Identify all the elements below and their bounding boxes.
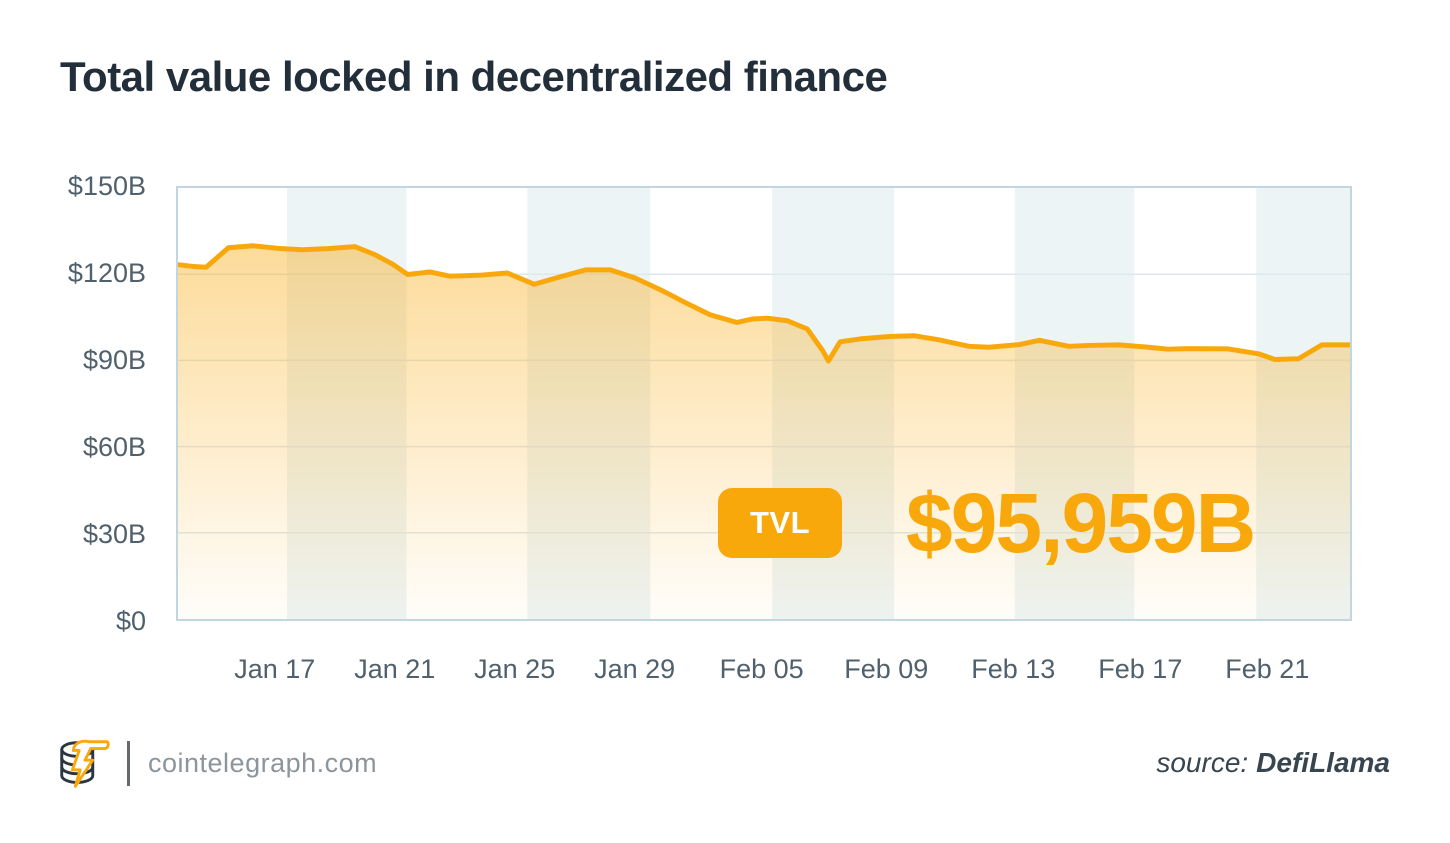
- x-tick-label: Feb 13: [971, 654, 1056, 684]
- lightning-bolt-icon: [70, 739, 110, 788]
- tvl-tooltip: TVL $95,959B: [718, 476, 1256, 570]
- footer-divider: [127, 741, 130, 786]
- x-axis: Jan 17 Jan 21 Jan 25 Jan 29 Feb 05 Feb 09 Feb …: [176, 652, 1352, 692]
- cointelegraph-logo-icon: [60, 739, 110, 788]
- tvl-line: [178, 243, 1350, 364]
- x-tick-label: Feb 09: [844, 654, 929, 684]
- x-tick-label: Jan 29: [594, 654, 676, 684]
- y-axis: $150B $120B $90B $60B $30B $0: [0, 171, 150, 636]
- y-tick-label: $0: [115, 606, 146, 636]
- source-credit: source: DefiLlama: [1156, 747, 1390, 779]
- x-tick-label: Jan 25: [474, 654, 556, 684]
- x-tick-label: Feb 05: [719, 654, 804, 684]
- y-tick-label: $30B: [82, 519, 146, 549]
- page-title: Total value locked in decentralized fina…: [60, 53, 888, 100]
- area-chart-svg: [178, 188, 1350, 619]
- y-tick-label: $90B: [82, 345, 146, 375]
- source-name: DefiLlama: [1256, 747, 1390, 778]
- tvl-value: $95,959B: [906, 476, 1256, 570]
- x-tick-label: Jan 17: [234, 654, 316, 684]
- footer: cointelegraph.com source: DefiLlama: [0, 728, 1450, 808]
- plot-area: TVL $95,959B: [176, 186, 1352, 621]
- x-tick-label: Feb 21: [1225, 654, 1310, 684]
- y-tick-label: $60B: [82, 432, 146, 462]
- tvl-area-fill: [178, 245, 1350, 619]
- x-tick-label: Feb 17: [1098, 654, 1183, 684]
- site-label: cointelegraph.com: [148, 748, 378, 778]
- tvl-badge: TVL: [718, 488, 842, 558]
- x-tick-label: Jan 21: [354, 654, 436, 684]
- source-label: source:: [1156, 747, 1249, 778]
- y-tick-label: $120B: [67, 258, 146, 288]
- y-tick-label: $150B: [67, 171, 146, 201]
